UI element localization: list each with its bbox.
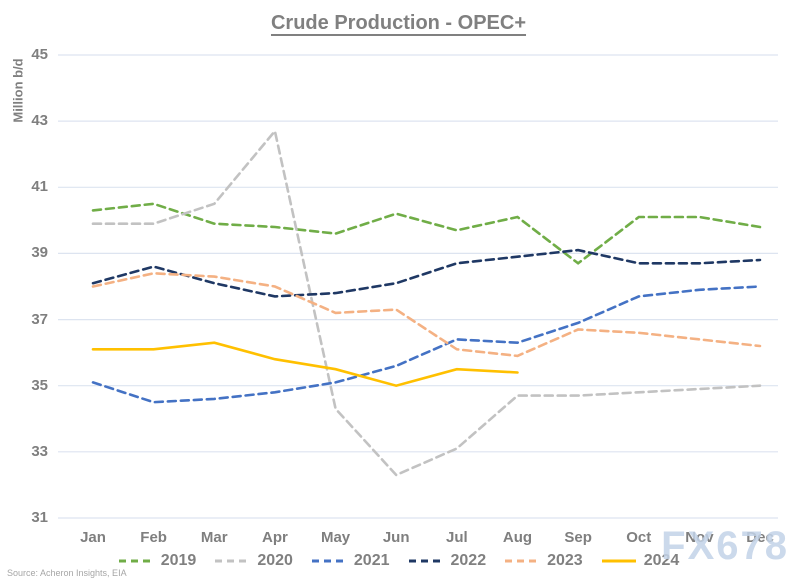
legend-label: 2024 <box>643 552 680 569</box>
y-tick-label: 45 <box>31 46 48 63</box>
legend-item-2022: 2022 <box>408 552 487 570</box>
chart-title: Crude Production - OPEC+ <box>270 12 527 34</box>
x-tick-label: Apr <box>261 529 288 546</box>
x-tick-label: Aug <box>502 529 533 546</box>
y-tick-label: 37 <box>31 310 48 328</box>
x-tick-label: Sep <box>564 529 592 546</box>
x-tick-label: Dec <box>746 529 774 546</box>
legend-swatch-icon <box>311 559 346 563</box>
y-tick-label: 31 <box>31 508 48 526</box>
legend-item-2019: 2019 <box>118 552 197 570</box>
x-tick-label: Mar <box>200 529 228 546</box>
legend-label: 2022 <box>450 552 487 569</box>
series-line-2021 <box>91 285 762 404</box>
y-tick-label: 39 <box>31 244 48 262</box>
series-line-2023 <box>91 271 762 358</box>
x-tick-label: Jun <box>382 529 410 546</box>
legend-swatch-icon <box>118 559 153 563</box>
series-line-2019 <box>91 202 762 265</box>
legend-item-2020: 2020 <box>214 552 293 570</box>
x-tick-label: May <box>320 529 351 546</box>
x-tick-label: Jul <box>445 529 468 546</box>
series-line-2024 <box>91 341 519 388</box>
series-line-2022 <box>91 248 762 298</box>
legend-label: 2023 <box>547 552 583 569</box>
x-tick-label: Jan <box>80 529 106 546</box>
y-tick-label: 33 <box>31 442 48 460</box>
legend-label: 2020 <box>257 552 293 569</box>
watermark: FX678 <box>661 524 789 568</box>
legend-label: 2021 <box>353 552 390 569</box>
legend-label: 2019 <box>160 552 197 569</box>
source-text: Source: Acheron Insights, EIA <box>7 568 127 578</box>
x-tick-label: Oct <box>626 529 652 546</box>
legend-swatch-icon <box>505 559 540 563</box>
y-tick-label: 35 <box>31 376 48 394</box>
legend-item-2023: 2023 <box>504 552 583 570</box>
legend: 2019 2020 2021 2022 2023 2024 <box>0 552 797 570</box>
series-line-2020 <box>91 128 762 477</box>
legend-item-2021: 2021 <box>311 552 390 570</box>
x-tick-label: Nov <box>685 529 714 546</box>
legend-swatch-icon <box>601 559 636 563</box>
legend-item-2024: 2024 <box>601 552 680 570</box>
y-tick-label: 41 <box>31 178 48 196</box>
legend-swatch-icon <box>408 559 443 563</box>
x-tick-label: Feb <box>140 529 167 546</box>
y-tick-label: 43 <box>31 112 48 130</box>
legend-swatch-icon <box>215 559 250 563</box>
